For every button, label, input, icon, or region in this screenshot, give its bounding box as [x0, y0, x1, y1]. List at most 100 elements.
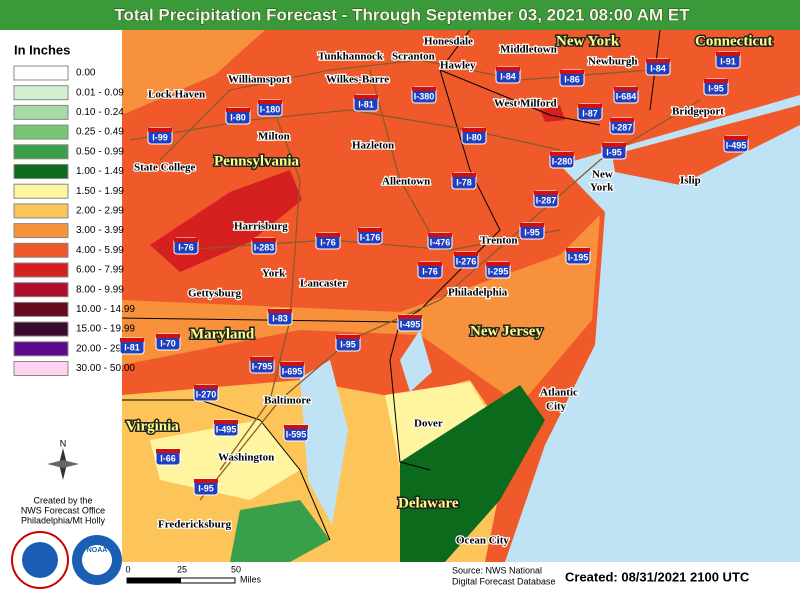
- scale-unit: Miles: [240, 574, 262, 584]
- interstate-shield-top: [358, 228, 382, 232]
- interstate-shield-top: [454, 252, 478, 256]
- scale-label: 50: [231, 564, 241, 574]
- legend-label: 1.00 - 1.49: [76, 166, 124, 177]
- precip-zone: [400, 385, 545, 562]
- interstate-label: I-795: [252, 361, 273, 371]
- city-label: State College: [134, 162, 196, 174]
- state-label: Connecticut: [695, 33, 773, 49]
- state-label: New Jersey: [470, 323, 543, 339]
- city-label: Milton: [258, 131, 290, 143]
- legend-label: 4.00 - 5.99: [76, 245, 124, 256]
- interstate-shield-top: [646, 59, 670, 63]
- interstate-shield-top: [614, 87, 638, 91]
- state-border: [439, 69, 601, 126]
- interstate-shield-top: [520, 223, 544, 227]
- city-label: Newburgh: [588, 56, 638, 68]
- north-label: N: [60, 438, 67, 448]
- interstate-label: I-495: [216, 424, 237, 434]
- interstate-label: I-95: [524, 227, 540, 237]
- city-label: Bridgeport: [672, 106, 724, 118]
- scale-bar: [127, 578, 181, 583]
- interstate-shield-top: [418, 262, 442, 266]
- interstate-shield-top: [486, 262, 510, 266]
- nws-logo: [22, 542, 58, 578]
- interstate-shield-top: [120, 338, 144, 342]
- interstate-label: I-95: [606, 147, 622, 157]
- legend-label: 0.00: [76, 68, 96, 79]
- interstate-label: I-495: [400, 319, 421, 329]
- legend-swatch: [13, 65, 69, 81]
- interstate-shield-top: [174, 238, 198, 242]
- road: [159, 59, 651, 161]
- legend-swatch: [13, 223, 69, 239]
- city-label: Dover: [414, 418, 443, 430]
- interstate-shield-top: [214, 420, 238, 424]
- interstate-label: I-695: [282, 366, 303, 376]
- interstate-shield-top: [316, 233, 340, 237]
- source: Digital Forecast Database: [452, 576, 556, 586]
- interstate-label: I-99: [152, 132, 168, 142]
- state-label: Pennsylvania: [214, 153, 300, 169]
- roads: [129, 59, 701, 501]
- city-label: Washington: [218, 452, 274, 464]
- legend-label: 0.50 - 0.99: [76, 146, 124, 157]
- interstate-shield-top: [534, 191, 558, 195]
- legend-swatch: [13, 144, 69, 160]
- interstate-label: I-595: [286, 429, 307, 439]
- legend-label: 10.00 - 14.99: [76, 304, 135, 315]
- state-border: [389, 321, 431, 471]
- interstate-label: I-684: [616, 91, 637, 101]
- interstate-label: I-95: [198, 483, 214, 493]
- delaware-bay: [400, 330, 432, 392]
- legend-label: 20.00 - 29.99: [76, 343, 135, 354]
- chesapeake-bay: [300, 360, 348, 525]
- legend-swatch: [13, 242, 69, 258]
- city-label: Harrisburg: [234, 221, 288, 233]
- legend-label: 1.50 - 1.99: [76, 186, 124, 197]
- city-label: Wilkes-Barre: [326, 74, 389, 86]
- interstate-shield-top: [156, 449, 180, 453]
- legend-swatch: [13, 262, 69, 278]
- legend-label: 0.01 - 0.09: [76, 87, 124, 98]
- interstate-label: I-80: [230, 112, 246, 122]
- interstate-label: I-66: [160, 453, 176, 463]
- interstate-label: I-76: [422, 266, 438, 276]
- legend-label: 0.25 - 0.49: [76, 127, 124, 138]
- state-label: New York: [556, 33, 620, 49]
- legend-swatch: [13, 301, 69, 317]
- road: [199, 99, 701, 501]
- interstate-shield-top: [284, 425, 308, 429]
- interstate-label: I-180: [260, 104, 281, 114]
- city-label: Williamsport: [228, 74, 290, 86]
- interstate-shield-top: [610, 118, 634, 122]
- interstate-label: I-95: [340, 339, 356, 349]
- interstate-label: I-195: [568, 252, 589, 262]
- city-label: Middletown: [500, 44, 557, 56]
- interstate-shield-top: [428, 233, 452, 237]
- legend-label: 8.00 - 9.99: [76, 284, 124, 295]
- city-label: New: [592, 169, 613, 181]
- source: Source: NWS National: [452, 565, 542, 575]
- water: [505, 95, 800, 562]
- precip-zone: [230, 500, 330, 562]
- interstate-label: I-76: [320, 237, 336, 247]
- city-label: Allentown: [382, 176, 430, 188]
- city-label: Lock Haven: [148, 89, 205, 101]
- legend-label: 2.00 - 2.99: [76, 206, 124, 217]
- interstate-label: I-287: [612, 122, 633, 132]
- interstate-label: I-84: [500, 71, 516, 81]
- interstate-label: I-287: [536, 195, 557, 205]
- legend-swatch: [13, 203, 69, 219]
- legend-label: 15.00 - 19.99: [76, 324, 135, 335]
- interstate-label: I-91: [720, 56, 736, 66]
- legend-swatch: [13, 183, 69, 199]
- legend-swatch: [13, 124, 69, 140]
- legend-swatch: [13, 361, 69, 376]
- city-label: City: [546, 401, 567, 413]
- interstate-label: I-476: [430, 237, 451, 247]
- state-border: [122, 399, 331, 541]
- interstate-label: I-295: [488, 266, 509, 276]
- interstate-label: I-87: [582, 108, 598, 118]
- interstate-shield-top: [258, 100, 282, 104]
